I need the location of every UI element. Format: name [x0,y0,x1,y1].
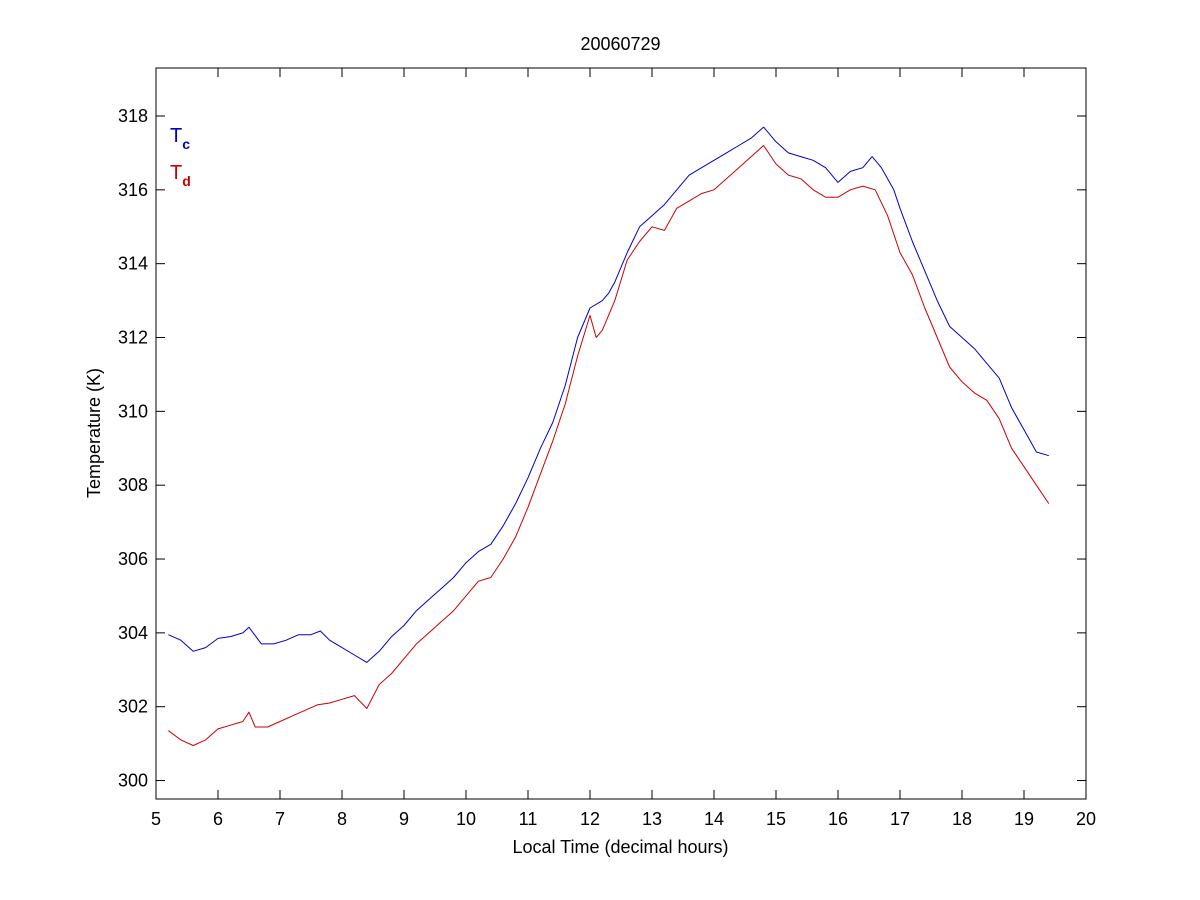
x-tick-label: 19 [1014,809,1034,829]
x-tick-label: 7 [275,809,285,829]
plot-frame [155,67,1087,800]
x-tick-label: 11 [519,809,538,829]
x-tick-label: 8 [337,809,347,829]
x-tick-label: 15 [766,809,786,829]
x-tick-label: 18 [952,809,972,829]
x-tick-label: 17 [890,809,910,829]
series-line-Td [168,145,1050,746]
x-tick-label: 9 [399,809,409,829]
legend-label: T [170,162,182,184]
y-tick-label: 316 [118,180,148,200]
x-tick-label: 14 [704,809,724,829]
y-tick-label: 306 [118,549,148,569]
y-tick-label: 302 [118,697,148,717]
y-tick-label: 314 [118,254,148,274]
x-tick-label: 12 [580,809,600,829]
legend-subscript: d [182,173,191,189]
x-tick-label: 10 [456,809,476,829]
x-tick-label: 20 [1076,809,1096,829]
legend-entry-Tc: Tc [170,125,190,152]
x-tick-label: 13 [642,809,662,829]
plot-area: 5 6 7 8 9 10 11 12 13 14 15 16 17 18 19 20 300 302 304 306 3… [118,67,1096,829]
x-tick-label: 6 [213,809,223,829]
legend-label: T [170,125,182,147]
y-axis-title: Temperature (K) [84,368,104,498]
series-line-Tc [168,126,1049,663]
y-tick-label: 300 [118,771,148,791]
x-tick-label: 5 [151,809,161,829]
legend-subscript: c [182,136,190,152]
y-tick-label: 304 [118,623,148,643]
y-tick-label: 318 [118,106,148,126]
x-axis-title: Local Time (decimal hours) [512,837,728,857]
y-tick-label: 308 [118,475,148,495]
chart-title: 20060729 [580,34,660,54]
x-tick-label: 16 [828,809,848,829]
legend-entry-Td: Td [170,162,191,189]
y-tick-label: 312 [118,328,148,348]
y-tick-label: 310 [118,401,148,421]
